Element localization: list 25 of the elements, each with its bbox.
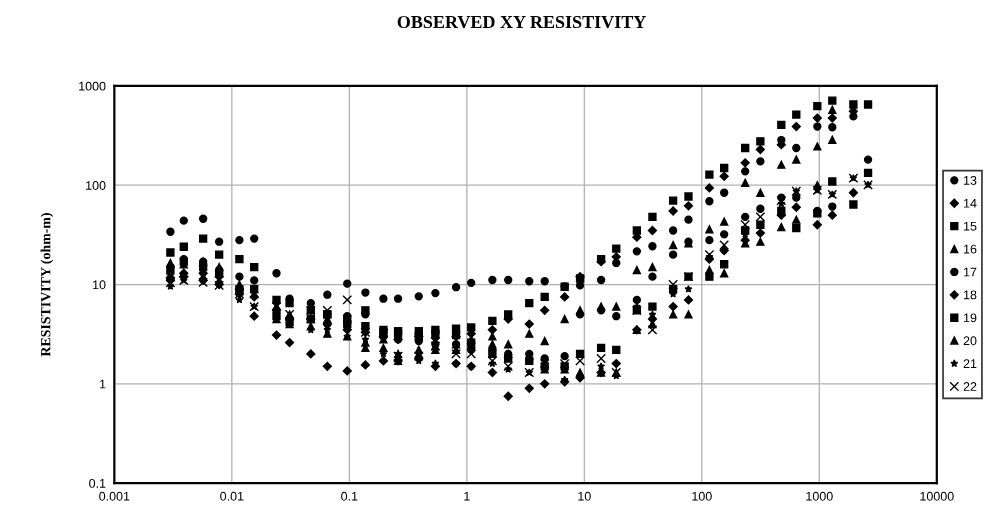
legend-label: 13 xyxy=(964,175,977,185)
y-tick-label: 100 xyxy=(86,181,106,190)
legend-label: 20 xyxy=(963,336,977,346)
legend-label: 17 xyxy=(964,267,977,277)
x-tick-label: 0.01 xyxy=(220,491,244,501)
legend-label: 15 xyxy=(964,221,977,231)
legend-label: 16 xyxy=(964,244,977,254)
legend-label: 19 xyxy=(964,313,977,323)
y-tick-label: 1 xyxy=(100,379,106,389)
x-tick-label: 0.001 xyxy=(99,491,130,501)
legend-label: 22 xyxy=(963,382,977,391)
legend-label: 21 xyxy=(963,359,977,368)
y-axis-title: RESISTIVITY (ohm-m) xyxy=(40,213,54,357)
y-tick-label: 0.1 xyxy=(89,478,106,488)
legend-label: 18 xyxy=(964,290,977,300)
x-tick-label: 1000 xyxy=(806,491,833,501)
x-tick-label: 100 xyxy=(692,491,712,501)
y-tick-label: 10 xyxy=(93,280,106,290)
legend-label: 14 xyxy=(964,199,977,208)
x-tick-label: 1 xyxy=(464,491,470,501)
x-tick-label: 10000 xyxy=(920,491,954,501)
x-tick-label: 10 xyxy=(578,491,591,501)
x-tick-label: 0.1 xyxy=(341,491,358,501)
chart-title: OBSERVED XY RESISTIVITY xyxy=(397,15,646,29)
y-tick-label: 1000 xyxy=(79,81,106,91)
